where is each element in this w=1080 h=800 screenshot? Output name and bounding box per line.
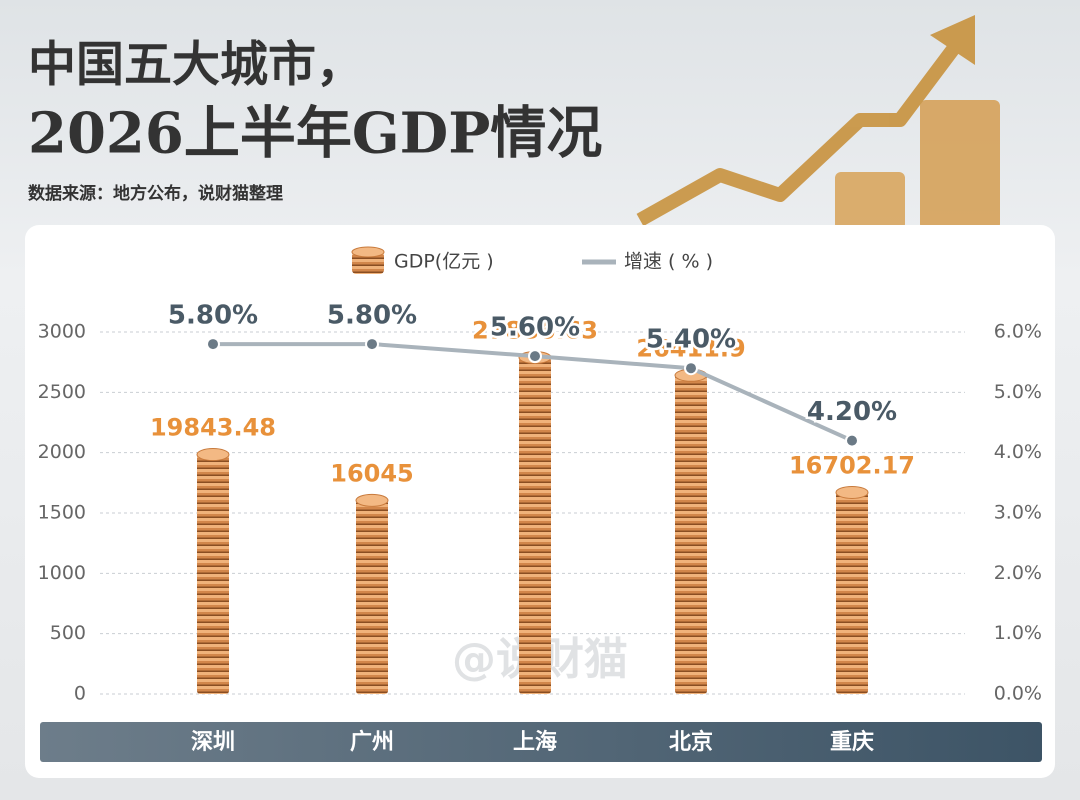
value-label: 16702.17 <box>789 451 915 479</box>
line-marker <box>365 337 379 352</box>
bar <box>675 375 707 694</box>
bar <box>519 357 551 694</box>
legend-swatch <box>351 246 385 258</box>
y2-tick-label: 1.0% <box>994 622 1042 644</box>
line-marker <box>206 337 220 352</box>
y-tick-label: 0 <box>74 683 86 705</box>
line-marker <box>684 361 698 376</box>
x-tick-label: 上海 <box>513 729 557 755</box>
x-tick-label: 广州 <box>350 729 394 755</box>
x-tick-label: 北京 <box>669 729 713 755</box>
y2-tick-label: 0.0% <box>994 683 1042 705</box>
line-marker <box>845 433 859 448</box>
coin-top <box>196 448 230 462</box>
chart-title: 中国五大城市， <box>28 37 364 93</box>
y-tick-label: 500 <box>50 622 86 644</box>
coin-top <box>355 493 389 507</box>
category-band <box>40 722 1042 762</box>
value-label: 5.40% <box>646 325 736 355</box>
value-label: 5.60% <box>490 313 580 343</box>
y2-tick-label: 4.0% <box>994 441 1042 463</box>
line-marker <box>528 349 542 364</box>
y-tick-label: 1000 <box>38 562 86 584</box>
y2-tick-label: 3.0% <box>994 502 1042 524</box>
value-label: 5.80% <box>327 301 417 331</box>
legend-label: 增速 ( % ) <box>624 251 713 273</box>
y2-tick-label: 5.0% <box>994 381 1042 403</box>
bar <box>836 492 868 694</box>
y-tick-label: 2000 <box>38 441 86 463</box>
legend-swatch <box>352 252 384 274</box>
bar <box>197 454 229 694</box>
y2-tick-label: 2.0% <box>994 562 1042 584</box>
decoration <box>636 15 1000 230</box>
value-label: 19843.48 <box>150 414 276 442</box>
chart-subtitle: 数据来源：地方公布，说财猫整理 <box>28 183 283 204</box>
y2-tick-label: 6.0% <box>994 321 1042 343</box>
value-label: 16045 <box>330 459 414 487</box>
value-label: 26411.9 <box>636 334 745 362</box>
legend-label: GDP(亿元 ) <box>394 251 494 273</box>
y-tick-label: 3000 <box>38 321 86 343</box>
chart-title: 2026上半年GDP情况 <box>28 101 602 167</box>
value-label: 4.20% <box>807 397 897 427</box>
x-tick-label: 深圳 <box>191 730 235 755</box>
y-tick-label: 2500 <box>38 381 86 403</box>
y-tick-label: 1500 <box>38 502 86 524</box>
x-tick-label: 重庆 <box>830 729 874 755</box>
bar <box>356 500 388 694</box>
value-label: 27886.63 <box>472 317 598 345</box>
coin-top <box>835 485 869 499</box>
value-label: 5.80% <box>168 301 258 331</box>
